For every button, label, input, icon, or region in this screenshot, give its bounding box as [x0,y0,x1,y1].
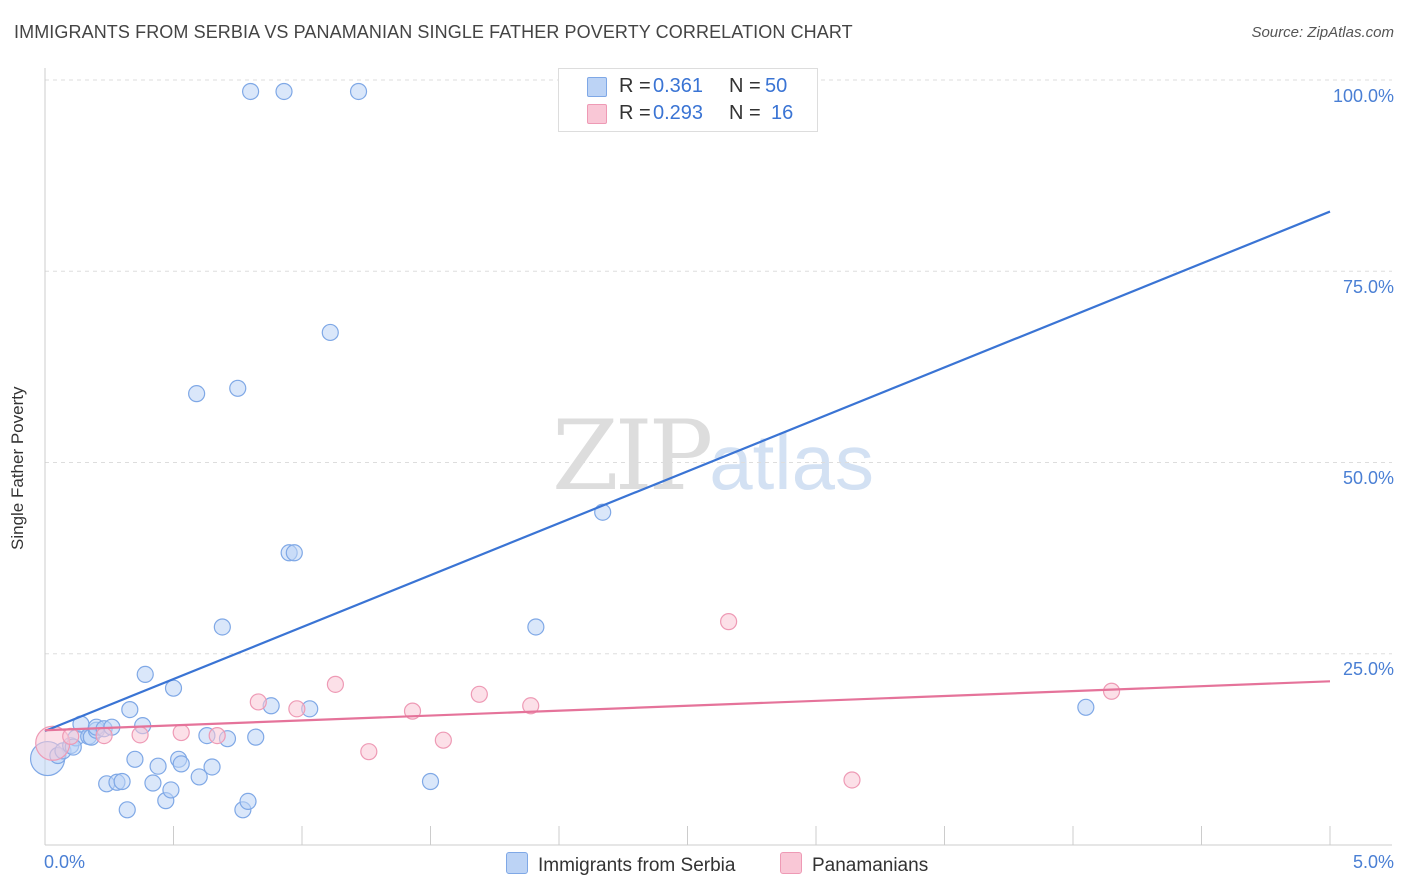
data-point-serbia [239,792,257,810]
trend-line-panamanians [44,680,1331,732]
data-point-panamanian [1102,682,1121,700]
data-point-serbia [242,82,260,101]
data-point-serbia [275,82,293,101]
data-point-panamanian [172,723,190,742]
x-tick-label-max: 5.0% [1352,852,1394,872]
data-point-panamanian [843,771,861,789]
data-point-serbia [136,665,154,684]
legend-r-label: R = [619,102,651,124]
legend-r-value: 0.361 [653,75,704,97]
series-legend-swatch-panamanians [780,852,802,874]
y-axis-label: Single Father Poverty [8,386,27,550]
data-point-serbia [213,618,231,636]
legend-n-label: N = [729,75,761,97]
trend-line-serbia [44,210,1331,733]
data-point-panamanian [208,727,226,745]
data-point-serbia [1077,698,1095,716]
data-point-serbia [203,758,221,776]
y-tick-label-100: 100.0% [1332,86,1394,106]
data-point-panamanian [434,731,452,749]
legend-r-label: R = [619,75,651,97]
data-point-serbia [527,618,545,636]
data-point-panamanian [249,693,267,711]
data-point-serbia [229,379,247,397]
data-point-serbia [172,755,190,773]
series-legend-panamanians: Panamanians [780,852,928,877]
data-point-panamanian [131,726,149,744]
data-point-serbia [285,544,303,562]
data-point-serbia [190,768,208,786]
data-point-serbia [126,750,144,768]
data-point-serbia [162,781,180,799]
data-point-panamanian [288,700,306,718]
data-point-serbia [118,801,136,819]
legend-n-value: 50 [765,75,788,97]
data-point-panamanian [720,613,738,631]
legend-swatch-serbia [587,77,607,97]
data-point-serbia [247,728,265,746]
series-legend-swatch-serbia [506,852,528,874]
data-point-serbia [349,82,368,101]
data-point-serbia [188,385,206,403]
chart-title: IMMIGRANTS FROM SERBIA VS PANAMANIAN SIN… [14,22,853,42]
data-point-serbia [113,772,131,791]
y-tick-label-25: 25.0% [1342,659,1394,679]
series-legend-serbia: Immigrants from Serbia [506,852,735,877]
stats-legend: R = 0.361 N = 50 R = 0.293 N = 16 [558,68,818,132]
data-point-panamanian [326,675,345,693]
x-tick-label-min: 0.0% [44,852,86,872]
legend-n-value: 16 [771,102,794,124]
data-point-panamanian [62,727,80,745]
y-tick-label-50: 50.0% [1342,468,1394,488]
legend-n-label: N = [729,102,761,124]
data-point-panamanian [470,685,488,703]
data-point-panamanian [522,697,540,715]
data-point-serbia [164,679,183,697]
data-point-serbia [421,772,440,791]
legend-swatch-panamanians [587,104,607,124]
y-tick-label-75: 75.0% [1342,277,1394,297]
series-legend-label-serbia: Immigrants from Serbia [538,855,736,876]
source-label: Source: ZipAtlas.com [1251,24,1394,41]
data-point-panamanian [360,743,378,761]
series-legend-label-panamanians: Panamanians [812,855,929,876]
data-point-serbia [149,757,167,775]
data-point-panamanian [95,727,113,745]
data-point-serbia [321,323,339,342]
data-point-serbia [121,700,139,719]
data-point-serbia [144,774,162,792]
legend-r-value: 0.293 [653,102,704,124]
